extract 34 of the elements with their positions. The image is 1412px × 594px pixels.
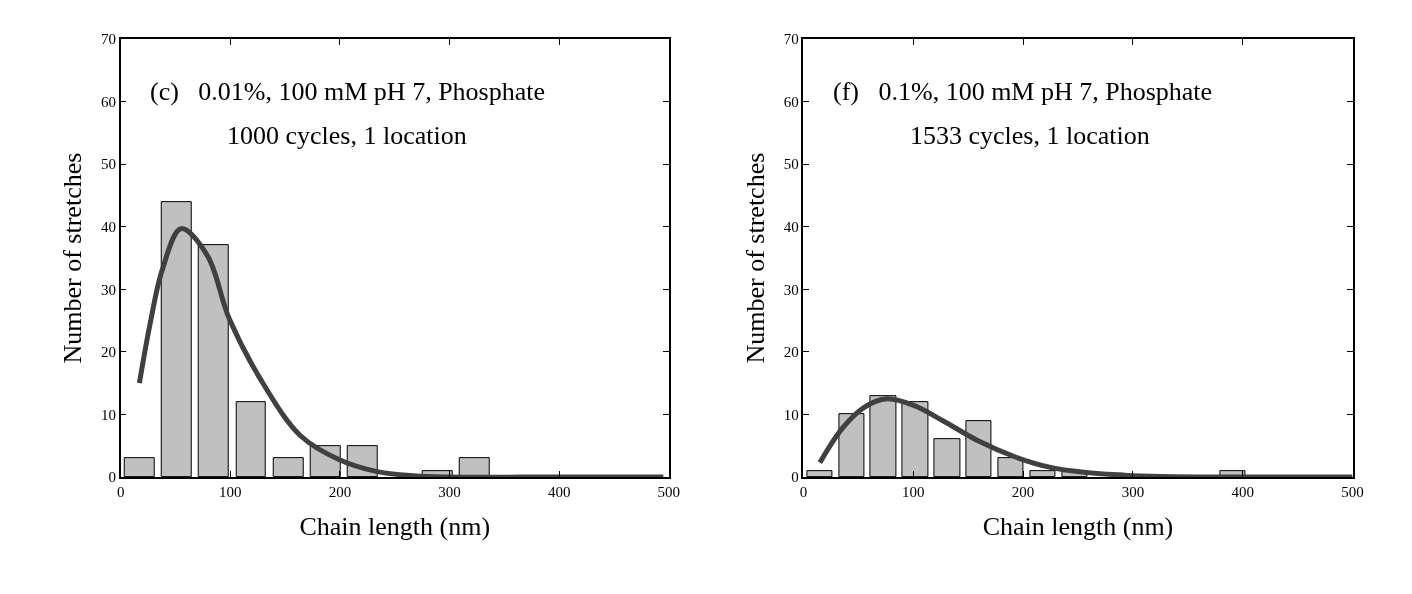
x-axis-title: Chain length (nm) bbox=[982, 511, 1174, 541]
x-tick-label: 500 bbox=[1341, 483, 1364, 500]
y-tick-label: 30 bbox=[101, 281, 116, 298]
annotation: 1000 cycles, 1 location bbox=[227, 121, 467, 150]
y-tick-label: 70 bbox=[783, 31, 799, 48]
x-tick-label: 100 bbox=[219, 483, 242, 500]
x-tick-label: 400 bbox=[547, 483, 571, 500]
annotation: (f) 0.1%, 100 mM pH 7, Phosphate bbox=[833, 77, 1213, 106]
y-axis-title: Number of stretches bbox=[740, 152, 770, 364]
y-tick-label: 10 bbox=[101, 406, 116, 423]
y-tick-label: 20 bbox=[101, 344, 116, 361]
y-tick-label: 70 bbox=[101, 31, 116, 48]
y-tick-label: 0 bbox=[791, 469, 799, 486]
x-axis-title: Chain length (nm) bbox=[299, 511, 491, 541]
y-axis-title: Number of stretches bbox=[57, 152, 87, 364]
y-tick-label: 60 bbox=[101, 93, 116, 110]
annotation: (c) 0.01%, 100 mM pH 7, Phosphate bbox=[150, 77, 546, 106]
y-tick-label: 10 bbox=[783, 406, 799, 423]
x-tick-label: 400 bbox=[1231, 483, 1254, 500]
x-tick-label: 500 bbox=[657, 483, 681, 500]
x-tick-label: 300 bbox=[1121, 483, 1145, 500]
annotation: 1533 cycles, 1 location bbox=[910, 121, 1150, 150]
y-tick-label: 50 bbox=[783, 156, 799, 173]
y-tick-label: 30 bbox=[783, 281, 799, 298]
x-tick-label: 100 bbox=[901, 483, 925, 500]
x-tick-label: 300 bbox=[438, 483, 461, 500]
y-tick-label: 50 bbox=[101, 156, 116, 173]
y-tick-label: 20 bbox=[783, 344, 799, 361]
y-tick-label: 0 bbox=[108, 469, 116, 486]
y-tick-label: 60 bbox=[783, 93, 799, 110]
x-tick-label: 200 bbox=[1011, 483, 1035, 500]
y-tick-label: 40 bbox=[101, 219, 116, 236]
x-tick-label: 200 bbox=[328, 483, 352, 500]
y-tick-label: 40 bbox=[783, 219, 799, 236]
